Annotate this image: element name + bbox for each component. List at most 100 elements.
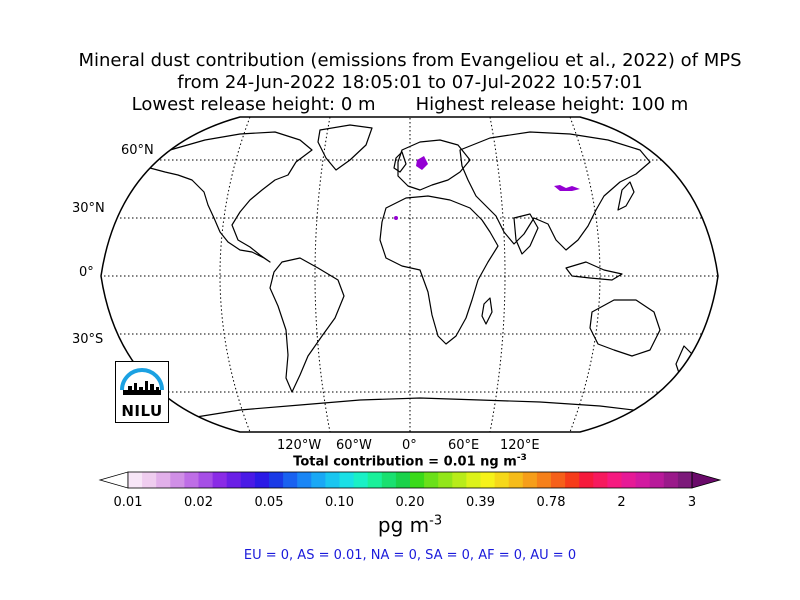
lat-label-30s: 30°S xyxy=(72,332,104,347)
colorbar-segment xyxy=(367,472,383,488)
south-america xyxy=(269,257,345,393)
colorbar-tick-label: 0.01 xyxy=(113,495,143,510)
europe xyxy=(397,139,471,191)
total-prefix: Total contribution = xyxy=(293,454,444,470)
uk xyxy=(393,151,407,173)
longitude-gridlines xyxy=(219,117,601,432)
lon-label-0: 0° xyxy=(402,438,417,453)
colorbar-segment xyxy=(494,472,510,488)
total-contribution: Total contribution = 0.01 ng m-3 xyxy=(0,453,800,469)
colorbar-segment xyxy=(311,472,326,488)
map-content xyxy=(101,117,718,432)
madagascar xyxy=(481,297,493,325)
colorbar-segment xyxy=(677,472,693,488)
total-unit-exponent: -3 xyxy=(516,453,527,463)
asia xyxy=(459,131,651,251)
colorbar-segment xyxy=(184,472,199,488)
colorbar-segment xyxy=(649,472,665,488)
colorbar-tick-label: 0.39 xyxy=(466,495,495,510)
colorbar-segment xyxy=(254,472,270,488)
north-america xyxy=(139,131,313,263)
colorbar-tick-label: 2 xyxy=(617,495,626,510)
colorbar-over-arrow xyxy=(691,471,722,489)
colorbar-segment xyxy=(240,472,256,488)
colorbar xyxy=(98,471,722,489)
colorbar-tick-label: 0.02 xyxy=(184,495,213,510)
colorbar-segment xyxy=(198,472,214,488)
continents xyxy=(139,124,693,432)
nilu-logo-icon xyxy=(120,368,164,395)
colorbar-segment xyxy=(339,472,355,488)
hotspot-scandinavia xyxy=(416,156,428,170)
lat-label-60n: 60°N xyxy=(121,143,154,158)
colorbar-segment xyxy=(607,472,622,488)
hotspot-central-asia xyxy=(554,185,580,191)
title-line-1: Mineral dust contribution (emissions fro… xyxy=(78,50,742,71)
colorbar-segment xyxy=(283,472,298,488)
antarctica xyxy=(189,397,691,432)
colorbar-segment xyxy=(565,472,580,488)
regional-contributions: EU = 0, AS = 0.01, NA = 0, SA = 0, AF = … xyxy=(243,548,577,563)
colorbar-segment xyxy=(212,472,228,488)
colorbar-segment xyxy=(522,472,538,488)
logo-text: NILU xyxy=(121,402,163,420)
colorbar-segment xyxy=(424,472,439,488)
colorbar-tick-label: 3 xyxy=(687,495,697,510)
colorbar-segment xyxy=(410,472,425,488)
emission-hotspots xyxy=(394,156,580,220)
colorbar-border xyxy=(127,471,693,489)
title-line-2: from 24-Jun-2022 18:05:01 to 07-Jul-2022… xyxy=(177,72,643,93)
globe-outline xyxy=(100,116,719,433)
colorbar-segment xyxy=(480,472,496,488)
total-unit: ng m xyxy=(480,454,517,470)
australia xyxy=(589,299,661,357)
colorbar-segment xyxy=(579,472,594,488)
colorbar-segment xyxy=(508,472,524,488)
lat-label-30n: 30°N xyxy=(72,201,105,216)
colorbar-segment xyxy=(170,472,185,488)
lon-label-60w: 60°W xyxy=(336,438,372,453)
greenland xyxy=(317,124,373,171)
unit-text: pg m xyxy=(377,513,430,537)
colorbar-segment xyxy=(466,472,481,488)
colorbar-segment xyxy=(551,472,566,488)
title-line-3: Lowest release height: 0 m Highest relea… xyxy=(131,94,689,115)
japan xyxy=(617,181,635,211)
africa xyxy=(379,195,499,345)
lon-label-60e: 60°E xyxy=(448,438,480,453)
colorbar-segment xyxy=(452,472,467,488)
colorbar-unit: pg m-3 xyxy=(0,513,800,537)
colorbar-segment xyxy=(621,472,637,488)
colorbar-segment xyxy=(395,472,411,488)
colorbar-segment xyxy=(381,472,397,488)
latitude-gridlines xyxy=(101,159,718,393)
colorbar-segment xyxy=(593,472,608,488)
colorbar-segment xyxy=(142,472,157,488)
colorbar-tick-label: 0.20 xyxy=(395,495,425,510)
colorbar-segment xyxy=(663,472,679,488)
indonesia xyxy=(565,261,623,281)
hotspot-north-africa xyxy=(394,216,398,220)
total-value: 0.01 xyxy=(443,454,476,470)
colorbar-under-arrow xyxy=(98,471,129,489)
lon-label-120w: 120°W xyxy=(277,438,322,453)
india xyxy=(513,213,539,255)
colorbar-segment xyxy=(353,472,369,488)
colorbar-segment xyxy=(536,472,552,488)
colorbar-segment xyxy=(635,472,651,488)
unit-exponent: -3 xyxy=(429,513,443,529)
colorbar-segment xyxy=(156,472,171,488)
colorbar-tick-label: 0.05 xyxy=(254,495,284,510)
colorbar-segment xyxy=(297,472,312,488)
colorbar-segment xyxy=(438,472,453,488)
colorbar-tick-label: 0.78 xyxy=(536,495,566,510)
colorbar-segment xyxy=(269,472,284,488)
nilu-logo: NILU xyxy=(115,361,169,423)
colorbar-segment xyxy=(128,472,143,488)
colorbar-segment xyxy=(226,472,242,488)
lat-label-0: 0° xyxy=(79,265,94,280)
lon-label-120e: 120°E xyxy=(500,438,540,453)
colorbar-segment xyxy=(325,472,340,488)
colorbar-tick-label: 0.10 xyxy=(325,495,354,510)
